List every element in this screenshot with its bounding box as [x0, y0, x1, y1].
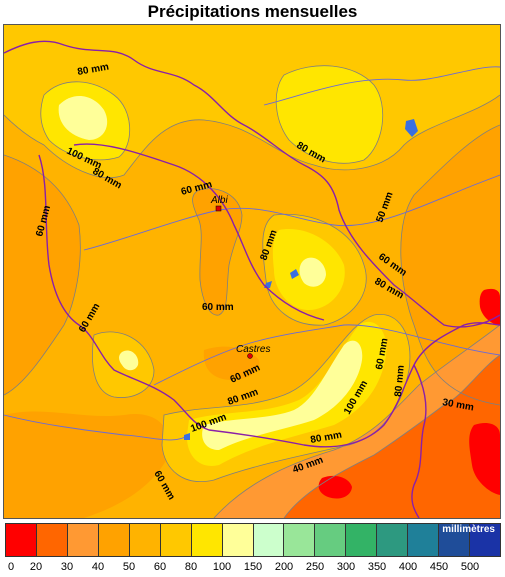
zone-50-60-west	[4, 155, 81, 395]
legend-tick: 400	[398, 561, 418, 573]
legend-swatch	[129, 524, 161, 556]
legend-swatch	[470, 524, 500, 556]
legend-swatch	[222, 524, 254, 556]
city-label: Castres	[236, 344, 270, 355]
zone-150-200-s	[202, 340, 363, 450]
legend-swatch	[253, 524, 285, 556]
legend-tick: 150	[243, 561, 263, 573]
legend-tick: 30	[60, 561, 74, 573]
legend-tick: 60	[153, 561, 167, 573]
zone-150-200-sw	[119, 350, 139, 371]
zone-20-30-e	[479, 288, 500, 325]
city-marker	[215, 205, 222, 212]
lake	[290, 269, 299, 279]
river	[263, 66, 500, 106]
contour-label: 80 mm	[393, 365, 407, 398]
contour-line	[4, 154, 81, 396]
legend-swatch	[439, 524, 471, 556]
map-title: Précipitations mensuelles	[147, 2, 358, 21]
legend-tick: 40	[91, 561, 105, 573]
legend-swatch	[191, 524, 223, 556]
legend-tick: 450	[429, 561, 449, 573]
city-castres[interactable]: Castres	[236, 344, 270, 359]
legend-swatch	[160, 524, 192, 556]
contour-label: 30 mm	[441, 397, 474, 413]
legend-tick: 350	[367, 561, 387, 573]
contour-line	[4, 94, 500, 179]
department-border	[38, 154, 500, 448]
legend-unit: millimètres	[442, 524, 495, 535]
contour-line	[213, 324, 500, 518]
department-border	[4, 40, 500, 328]
legend-swatch	[67, 524, 99, 556]
zone-20-30-se1	[469, 423, 500, 495]
precipitation-map[interactable]: 80 mm 100 mm 80 mm 60 mm 80 mm 50 mm 60 …	[3, 24, 501, 519]
legend-bar	[5, 523, 501, 557]
zone-100-150-ne	[276, 65, 383, 164]
legend-swatch	[408, 524, 440, 556]
contour-line	[400, 124, 500, 406]
legend-swatch	[284, 524, 316, 556]
legend-tick: 50	[122, 561, 136, 573]
city-marker	[247, 353, 253, 359]
legend-tick: 200	[274, 561, 294, 573]
legend-tick: 250	[305, 561, 325, 573]
river	[4, 414, 190, 441]
contour-label: 80 mm	[77, 62, 110, 78]
legend-tick: 300	[336, 561, 356, 573]
contour-line	[92, 331, 155, 398]
city-albi[interactable]: Albi	[210, 195, 228, 212]
lake	[184, 433, 190, 440]
zone-50-60-east	[400, 125, 500, 405]
contour-label: 60 mm	[374, 337, 390, 370]
zone-150-200-c	[299, 257, 326, 287]
legend-swatch	[6, 524, 37, 556]
legend-tick: 80	[184, 561, 198, 573]
city-label: Albi	[210, 195, 228, 206]
contour-label: 80 mm	[310, 430, 343, 446]
legend-tick: 100	[212, 561, 232, 573]
legend-swatch	[36, 524, 68, 556]
zone-150-200-nw	[58, 95, 108, 140]
color-legend: millimètres	[3, 523, 501, 559]
legend-swatch	[315, 524, 347, 556]
department-border	[411, 364, 427, 518]
department-border	[73, 143, 325, 321]
contour-line	[161, 313, 411, 482]
lake	[405, 119, 418, 137]
zone-20-30-se2	[318, 475, 352, 499]
contour-line	[283, 354, 500, 518]
contour-line	[192, 188, 243, 316]
legend-swatch	[346, 524, 378, 556]
legend-tick: 500	[460, 561, 480, 573]
contour-line	[262, 213, 367, 326]
legend-ticks: 0 20 30 40 50 60 80 100 150 200 250 300 350 400 450 500	[3, 561, 501, 577]
contour-line	[40, 81, 131, 161]
legend-swatch	[377, 524, 409, 556]
zone-50-60-albi	[192, 188, 242, 316]
legend-tick: 0	[7, 561, 15, 573]
contour-label: 60 mm	[202, 302, 234, 313]
legend-tick: 20	[29, 561, 43, 573]
river	[83, 174, 500, 251]
legend-swatch	[98, 524, 130, 556]
zone-50-60-southwest	[4, 411, 170, 518]
contour-line	[275, 65, 384, 164]
river	[153, 324, 500, 386]
